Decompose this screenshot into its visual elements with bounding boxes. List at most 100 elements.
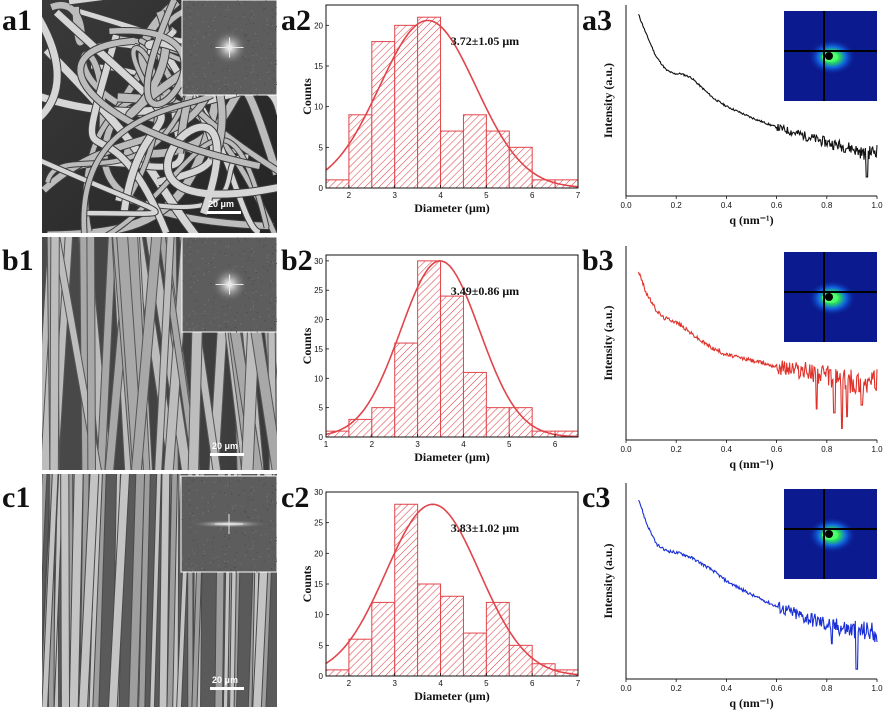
fft-noise (218, 325, 220, 327)
fft-noise (252, 301, 254, 303)
fft-noise (268, 555, 270, 557)
fft-noise (243, 16, 245, 18)
fft-noise (225, 566, 227, 568)
fft-noise (213, 60, 215, 62)
histogram-bar (462, 114, 487, 189)
fft-noise (205, 32, 207, 34)
fft-noise (244, 477, 246, 479)
y-tick-label: 30 (314, 488, 323, 497)
fft-noise (247, 277, 249, 279)
fft-noise (214, 266, 216, 268)
y-tick-label: 10 (314, 611, 323, 620)
fft-noise (193, 36, 195, 38)
fft-noise (191, 568, 193, 570)
fft-noise (225, 255, 227, 257)
fft-noise (197, 250, 199, 252)
fft-noise (201, 567, 203, 569)
fft-noise (203, 553, 205, 555)
fft-noise (239, 255, 241, 257)
fft-noise (207, 62, 209, 64)
fft-noise (235, 90, 237, 92)
fft-noise (251, 254, 253, 256)
fft-noise (227, 485, 229, 487)
fft-noise (249, 548, 251, 550)
fft-noise (195, 539, 197, 541)
fft-noise (244, 238, 246, 240)
fft-noise (187, 7, 189, 9)
fft-noise (274, 488, 276, 490)
x-tick-label: 1.0 (871, 445, 883, 454)
fft-noise (192, 540, 194, 542)
fft-noise (228, 537, 230, 539)
fft-noise (252, 283, 254, 285)
fft-noise (189, 23, 191, 25)
fft-noise (210, 283, 212, 285)
fft-noise (203, 37, 205, 39)
saxs-intensity-line (638, 14, 878, 178)
fft-noise (204, 76, 206, 78)
fft-noise (193, 479, 195, 481)
fft-noise (227, 561, 229, 563)
x-tick-label: 6 (530, 191, 535, 200)
fft-noise (228, 482, 230, 484)
fft-noise (250, 14, 252, 16)
panel-label-a3: a3 (582, 4, 612, 37)
x-axis-label: Diameter (μm) (414, 450, 490, 464)
fft-noise (203, 274, 205, 276)
fft-noise (227, 88, 229, 90)
fft-noise (267, 550, 269, 552)
fft-noise (253, 42, 255, 44)
fft-noise (205, 269, 207, 271)
fft-noise (224, 84, 226, 86)
fft-noise (255, 565, 257, 567)
fft-noise (204, 73, 206, 75)
fft-noise (193, 281, 195, 283)
fft-noise (224, 485, 226, 487)
fft-noise (210, 85, 212, 87)
histogram-bar (325, 179, 350, 189)
fft-noise (236, 74, 238, 76)
fft-noise (191, 550, 193, 552)
fft-noise (204, 328, 206, 330)
fft-noise (274, 503, 276, 505)
fft-noise (182, 501, 184, 503)
fft-noise (274, 249, 276, 251)
fft-noise (272, 492, 274, 494)
fft-noise (255, 298, 257, 300)
fiber (81, 93, 214, 233)
y-tick-label: 15 (314, 580, 323, 589)
x-tick-label: 5 (484, 679, 489, 688)
fft-noise (212, 257, 214, 259)
fft-noise (207, 538, 209, 540)
fft-noise (193, 63, 195, 65)
fft-noise (239, 18, 241, 20)
fft-noise (274, 324, 276, 326)
fft-noise (194, 3, 196, 5)
fft-noise (202, 241, 204, 243)
fft-noise (257, 40, 259, 42)
fiber (50, 237, 59, 470)
fft-noise (228, 9, 230, 11)
fiber-shadow (30, 470, 37, 710)
scale-bar-a1: 20 μm (207, 199, 241, 214)
histogram-bar (485, 601, 510, 677)
fft-noise (245, 315, 247, 317)
fft-noise (189, 14, 191, 16)
fft-noise (208, 26, 210, 28)
fft-noise (272, 485, 274, 487)
fft-noise (269, 504, 271, 506)
scale-bar-c1: 20 μm (210, 675, 244, 690)
histogram-bar (325, 669, 350, 677)
fft-noise (257, 277, 259, 279)
histogram-bar (440, 295, 464, 438)
fft-noise (225, 323, 227, 325)
histogram-bar (485, 130, 510, 189)
y-tick-label: 10 (314, 374, 323, 383)
fft-noise (206, 476, 208, 478)
fiber (42, 17, 61, 121)
mean-diameter-annotation: 3.49±0.86 μm (451, 284, 519, 298)
scale-bar-line (207, 211, 241, 214)
y-tick-label: 25 (314, 519, 323, 528)
fft-noise (271, 568, 273, 570)
fft-noise (191, 480, 193, 482)
